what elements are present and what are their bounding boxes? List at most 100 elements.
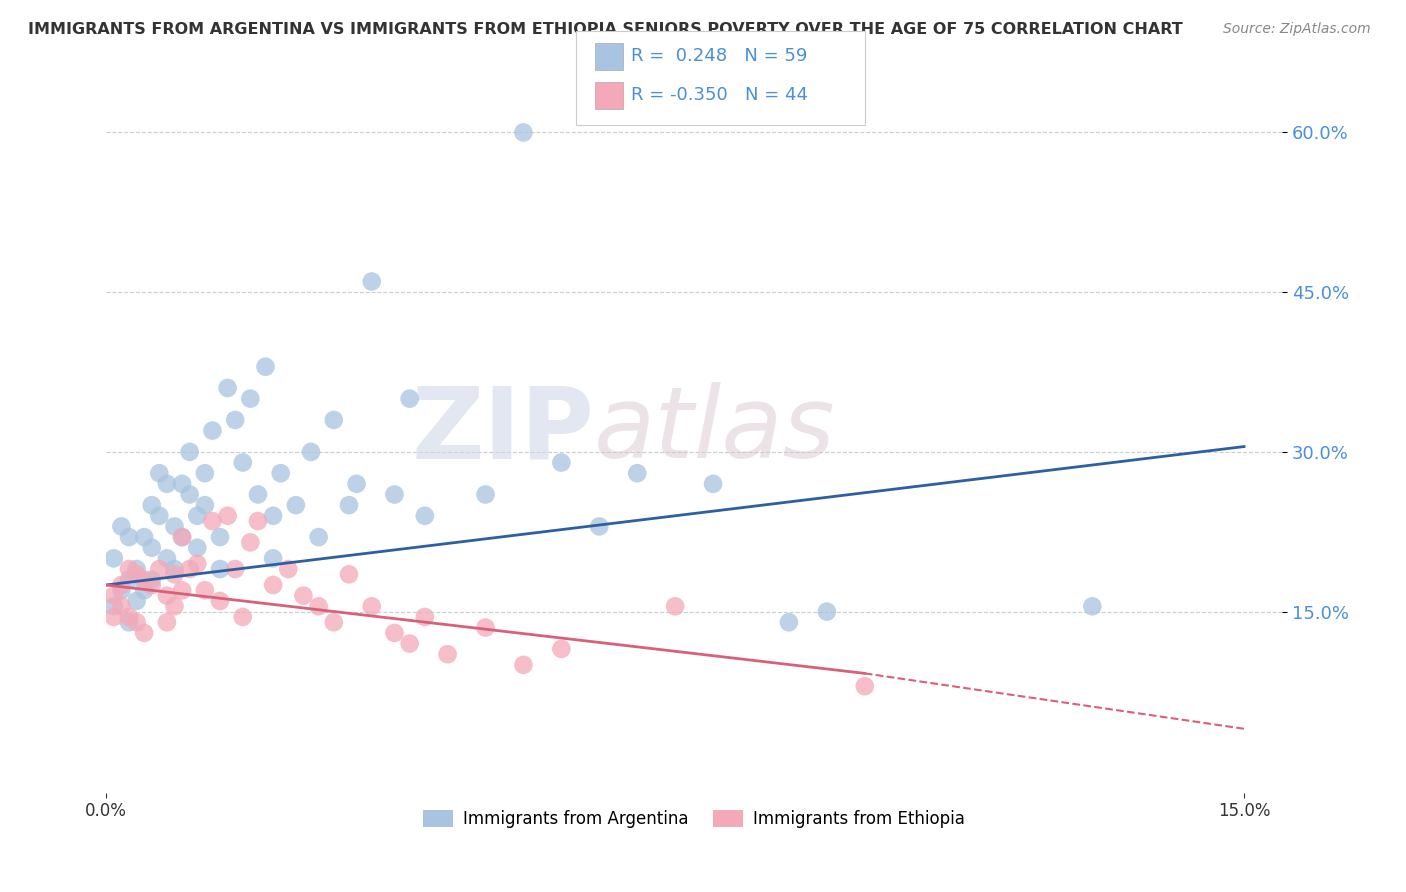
Point	[156, 551, 179, 566]
Point	[346, 476, 368, 491]
Point	[299, 445, 322, 459]
Point	[413, 610, 436, 624]
Point	[588, 519, 610, 533]
Point	[262, 578, 284, 592]
Point	[141, 541, 163, 555]
Point	[217, 508, 239, 523]
Point	[194, 498, 217, 512]
Point	[232, 610, 254, 624]
Point	[103, 589, 125, 603]
Point	[232, 456, 254, 470]
Point	[110, 599, 132, 614]
Point	[118, 530, 141, 544]
Point	[172, 530, 194, 544]
Point	[262, 508, 284, 523]
Point	[141, 578, 163, 592]
Point	[246, 487, 269, 501]
Point	[125, 562, 148, 576]
Point	[512, 657, 534, 672]
Point	[322, 413, 344, 427]
Point	[360, 275, 382, 289]
Point	[337, 498, 360, 512]
Point	[398, 636, 420, 650]
Point	[398, 392, 420, 406]
Point	[550, 456, 572, 470]
Point	[1081, 599, 1104, 614]
Point	[474, 487, 496, 501]
Point	[384, 487, 406, 501]
Point	[163, 567, 186, 582]
Point	[512, 125, 534, 139]
Point	[360, 599, 382, 614]
Point	[254, 359, 277, 374]
Point	[148, 466, 170, 480]
Point	[702, 476, 724, 491]
Point	[208, 594, 231, 608]
Point	[118, 562, 141, 576]
Point	[284, 498, 307, 512]
Point	[179, 445, 201, 459]
Text: IMMIGRANTS FROM ARGENTINA VS IMMIGRANTS FROM ETHIOPIA SENIORS POVERTY OVER THE A: IMMIGRANTS FROM ARGENTINA VS IMMIGRANTS …	[28, 22, 1182, 37]
Point	[134, 573, 156, 587]
Point	[156, 615, 179, 630]
Point	[262, 551, 284, 566]
Point	[277, 562, 299, 576]
Point	[103, 610, 125, 624]
Point	[125, 615, 148, 630]
Point	[110, 583, 132, 598]
Point	[163, 519, 186, 533]
Point	[201, 424, 224, 438]
Point	[118, 573, 141, 587]
Point	[217, 381, 239, 395]
Point	[239, 535, 262, 549]
Text: ZIP: ZIP	[412, 382, 595, 479]
Text: Source: ZipAtlas.com: Source: ZipAtlas.com	[1223, 22, 1371, 37]
Point	[194, 466, 217, 480]
Point	[125, 594, 148, 608]
Point	[224, 562, 246, 576]
Point	[134, 626, 156, 640]
Legend: Immigrants from Argentina, Immigrants from Ethiopia: Immigrants from Argentina, Immigrants fr…	[416, 804, 972, 835]
Point	[815, 605, 838, 619]
Point	[186, 557, 208, 571]
Point	[626, 466, 648, 480]
Point	[179, 487, 201, 501]
Point	[308, 530, 330, 544]
Point	[118, 610, 141, 624]
Point	[156, 589, 179, 603]
Point	[436, 647, 458, 661]
Point	[103, 551, 125, 566]
Point	[384, 626, 406, 640]
Point	[201, 514, 224, 528]
Text: R =  0.248   N = 59: R = 0.248 N = 59	[631, 47, 807, 65]
Point	[194, 583, 217, 598]
Point	[110, 578, 132, 592]
Point	[246, 514, 269, 528]
Point	[110, 519, 132, 533]
Point	[179, 562, 201, 576]
Point	[474, 621, 496, 635]
Point	[148, 562, 170, 576]
Point	[778, 615, 800, 630]
Point	[172, 530, 194, 544]
Point	[664, 599, 686, 614]
Point	[186, 508, 208, 523]
Point	[224, 413, 246, 427]
Point	[103, 599, 125, 614]
Point	[208, 530, 231, 544]
Text: R = -0.350   N = 44: R = -0.350 N = 44	[631, 87, 808, 104]
Text: atlas: atlas	[595, 382, 835, 479]
Point	[141, 498, 163, 512]
Point	[413, 508, 436, 523]
Point	[134, 530, 156, 544]
Point	[163, 599, 186, 614]
Point	[308, 599, 330, 614]
Point	[853, 679, 876, 693]
Point	[208, 562, 231, 576]
Point	[125, 567, 148, 582]
Point	[172, 476, 194, 491]
Point	[239, 392, 262, 406]
Point	[163, 562, 186, 576]
Point	[337, 567, 360, 582]
Point	[270, 466, 292, 480]
